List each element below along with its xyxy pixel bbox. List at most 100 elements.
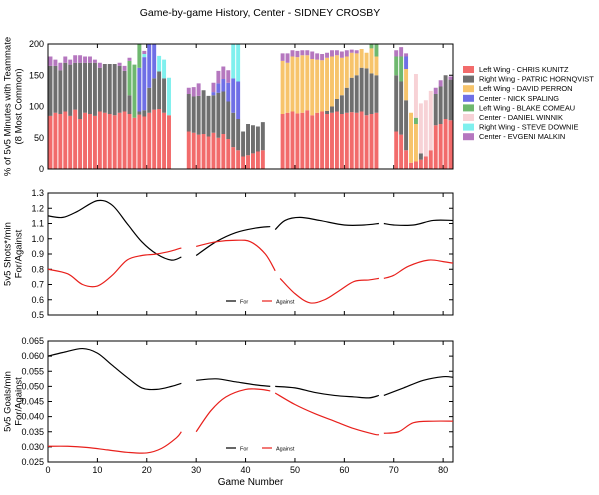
bar-segment: [142, 110, 147, 117]
bar-segment: [58, 70, 63, 114]
chart-panel-linemates: 0 50 100 150 200 % of 5v5 Minutes with Teamma…: [3, 37, 595, 176]
bar-segment: [246, 124, 250, 156]
x-tick-label: 40: [241, 465, 251, 475]
bar-segment: [290, 111, 295, 169]
bar-segment: [68, 64, 73, 116]
bar-segment: [290, 50, 295, 57]
y-tick-label: 0.050: [21, 381, 44, 391]
x-tick-label: 30: [191, 465, 201, 475]
y-tick-label: 1.1: [31, 219, 44, 229]
bar-segment: [186, 131, 191, 169]
bar-segment: [196, 83, 201, 96]
bar-segment: [394, 75, 399, 132]
y-axis-label-line: % of 5v5 Minutes with Teammate: [3, 37, 14, 176]
legend-entry: Center - DANIEL WINNIK: [479, 113, 563, 122]
bar-segment: [251, 153, 255, 169]
bar-segment: [413, 124, 418, 162]
x-tick-label: 80: [438, 465, 448, 475]
bar-segment: [206, 136, 211, 169]
bar-segment: [354, 112, 359, 169]
bar-segment: [354, 50, 359, 54]
bar-segment: [334, 55, 339, 99]
bar-segment: [423, 100, 428, 157]
bar-segment: [374, 112, 379, 169]
bar-segment: [221, 66, 226, 79]
series-line-segment: [196, 239, 276, 272]
bar-segment: [246, 155, 250, 169]
bar-segment: [236, 44, 241, 82]
legend-entry: Left Wing - BLAKE COMEAU: [479, 103, 575, 112]
bar-segment: [280, 60, 285, 114]
bar-segment: [344, 56, 349, 88]
chart-panel-goals: 0.025 0.030 0.035 0.040 0.045 0.050 0.055 0.060…: [3, 336, 454, 488]
x-tick-label: 20: [142, 465, 152, 475]
bar-segment: [295, 113, 300, 169]
bar-segment: [231, 147, 236, 169]
bar-segment: [354, 53, 359, 76]
bar-segment: [438, 86, 443, 124]
legend-swatch: [463, 85, 474, 93]
bar-segment: [117, 62, 122, 66]
bar-segment: [300, 50, 305, 56]
series-line-segment: [383, 259, 454, 279]
bar-segment: [78, 119, 83, 169]
bar-segment: [167, 115, 171, 169]
bar-segment: [320, 111, 325, 169]
legend-swatch: [463, 123, 474, 131]
bar-segment: [48, 115, 53, 169]
bar-segment: [315, 59, 320, 113]
bar-segment: [152, 109, 157, 169]
bar-segment: [394, 131, 399, 169]
bar-segment: [325, 57, 330, 111]
bar-segment: [290, 56, 295, 112]
bar-segment: [78, 55, 83, 63]
bar-segment: [325, 52, 330, 58]
bar-segment: [404, 56, 409, 69]
bar-segment: [63, 62, 68, 112]
bar-segment: [394, 50, 399, 57]
bar-segment: [334, 99, 339, 112]
x-axis-label: Game Number: [218, 477, 284, 488]
bar-segment: [330, 56, 334, 107]
bar-segment: [102, 64, 107, 113]
bar-segment: [295, 57, 300, 114]
bar-segment: [339, 114, 344, 169]
bar-segment: [142, 50, 147, 54]
bar-segment: [448, 76, 453, 80]
bar-segment: [433, 94, 438, 126]
bar-segment: [211, 132, 216, 169]
legend-entry: Against: [276, 447, 295, 453]
bar-segment: [241, 156, 246, 169]
bar-segment: [320, 54, 325, 61]
bar-segment: [448, 79, 453, 121]
bar-segment: [448, 120, 453, 169]
bar-segment: [152, 78, 157, 110]
bar-segment: [68, 59, 73, 65]
bar-segment: [334, 50, 339, 56]
bar-segment: [369, 73, 374, 114]
bar-segment: [349, 52, 354, 78]
series-line-segment: [196, 378, 271, 387]
bar-segment: [157, 71, 162, 109]
bar-segment: [364, 52, 369, 69]
bar-segment: [443, 75, 448, 119]
bar-segment: [112, 64, 117, 116]
bar-segment: [339, 51, 344, 58]
bar-segment: [349, 49, 354, 53]
bar-segment: [162, 59, 167, 79]
bar-segment: [428, 90, 433, 151]
bar-segment: [167, 77, 171, 116]
plot-frame-overlay: [47, 43, 454, 170]
legend-entry: Center - EVGENI MALKIN: [479, 132, 565, 141]
bar-segment: [409, 162, 413, 169]
bar-segment: [404, 69, 409, 101]
bar-segment: [226, 82, 231, 102]
bar-segment: [137, 67, 142, 112]
y-axis-label: 5v5 Goals/minFor/Against: [3, 371, 25, 432]
bar-segment: [418, 103, 423, 154]
bar-segment: [409, 112, 413, 163]
bar-segment: [78, 62, 83, 119]
bar-segment: [330, 50, 334, 57]
